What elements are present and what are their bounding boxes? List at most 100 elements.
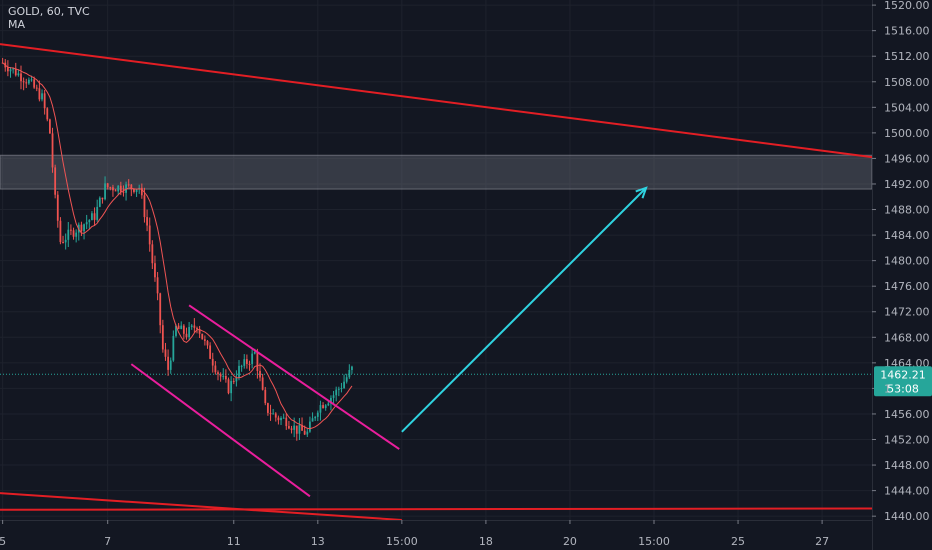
time-axis-bg [0,520,872,550]
price-tick-label: 1476.00 [884,280,930,293]
candle-body [80,224,83,232]
candle-body [64,239,67,243]
candle-body [127,184,130,186]
candle-body [190,325,193,328]
candle-body [309,421,311,432]
price-tick-label: 1468.00 [884,331,930,344]
candle-body [206,340,209,346]
support-line [0,507,873,511]
price-tick-label: 1484.00 [884,229,930,242]
grid-lines [0,0,872,520]
candle-body [159,293,162,326]
candle-body [109,187,112,189]
candle-body [277,417,280,421]
candle-body [25,82,28,84]
trendline-lower [0,492,402,521]
price-tick-label: 1516.00 [884,25,930,38]
candle-body [222,375,225,377]
channel-upper-line [188,304,400,450]
candle-body [324,405,327,409]
candle-body [130,184,133,189]
candle-body [290,428,293,430]
candle-body [303,430,306,435]
candle-body [167,356,169,370]
candle-body [164,349,167,357]
candle-body [161,325,164,350]
candle-body [193,325,196,328]
time-axis[interactable]: 5 7 11 13 15:00 18 20 15:00 25 27 [0,520,872,550]
candle-body [211,358,214,366]
candle-body [185,333,188,338]
resistance-zone[interactable] [0,154,873,190]
candle-body [182,325,185,334]
candle-body [119,185,122,192]
candle-body [274,413,277,418]
price-axis[interactable]: 1520.00 1516.00 1512.00 1508.00 1504.00 1500.… [872,0,932,550]
candle-body [43,93,46,109]
candle-body [101,197,104,200]
indicator-label[interactable]: MA [8,18,26,31]
projection-arrow-head [635,186,648,199]
candle-body [49,119,51,134]
candle-body [345,377,348,382]
candle-body [188,327,191,338]
candle-body [140,187,143,196]
candle-body [12,68,15,70]
candle-body [112,187,114,191]
price-tick-label: 1500.00 [884,127,930,140]
candle-body [46,108,49,120]
candle-body [175,325,177,336]
candle-body [295,425,298,434]
candle-body [51,133,54,168]
candle-body [245,359,248,364]
price-tag-hidden-digit: 1 [884,382,891,395]
candle-body [340,388,343,390]
candle-body [337,388,340,390]
candle-body [322,405,324,409]
candle-body [156,277,159,294]
candle-body [104,183,106,200]
candle-body [106,183,109,188]
candle-body [285,417,288,427]
candle-body [91,213,93,221]
price-tick-label: 1448.00 [884,459,930,472]
price-tick-label: 1440.00 [884,510,930,523]
candle-body [33,79,36,88]
price-tick-label: 1508.00 [884,76,930,89]
candle-body [59,220,62,243]
candle-body [314,416,317,419]
candle-body [327,403,330,406]
price-tick-label: 1520.00 [884,0,930,12]
time-tick-label: 18 [479,535,493,548]
candle-body [235,377,238,382]
candle-body [280,417,282,421]
candle-body [330,397,332,404]
symbol-title[interactable]: GOLD, 60, TVC [8,5,90,18]
candle-body [306,431,309,435]
projection-arrow-line [401,187,647,433]
price-tag-value: 1462.21 [880,368,926,381]
drawings [0,43,873,521]
price-tick-label: 1452.00 [884,434,930,447]
candle-body [253,352,256,354]
candle-body [143,195,146,218]
time-tick-label: 5 [0,535,6,548]
candle-body [282,417,285,419]
candle-body [9,69,12,72]
candle-body [288,426,290,429]
candle-body [172,335,175,361]
candle-body [203,339,206,341]
candle-body [201,333,204,340]
candle-body [22,81,25,83]
candle-body [30,79,33,81]
candle-body [311,418,314,422]
candle-body [248,363,251,365]
candle-body [351,366,353,371]
candle-body [240,365,243,367]
candle-body [151,244,154,264]
price-axis-bg [872,0,932,550]
candle-body [70,229,72,231]
chart-legend[interactable]: GOLD, 60, TVC MA [8,5,90,31]
